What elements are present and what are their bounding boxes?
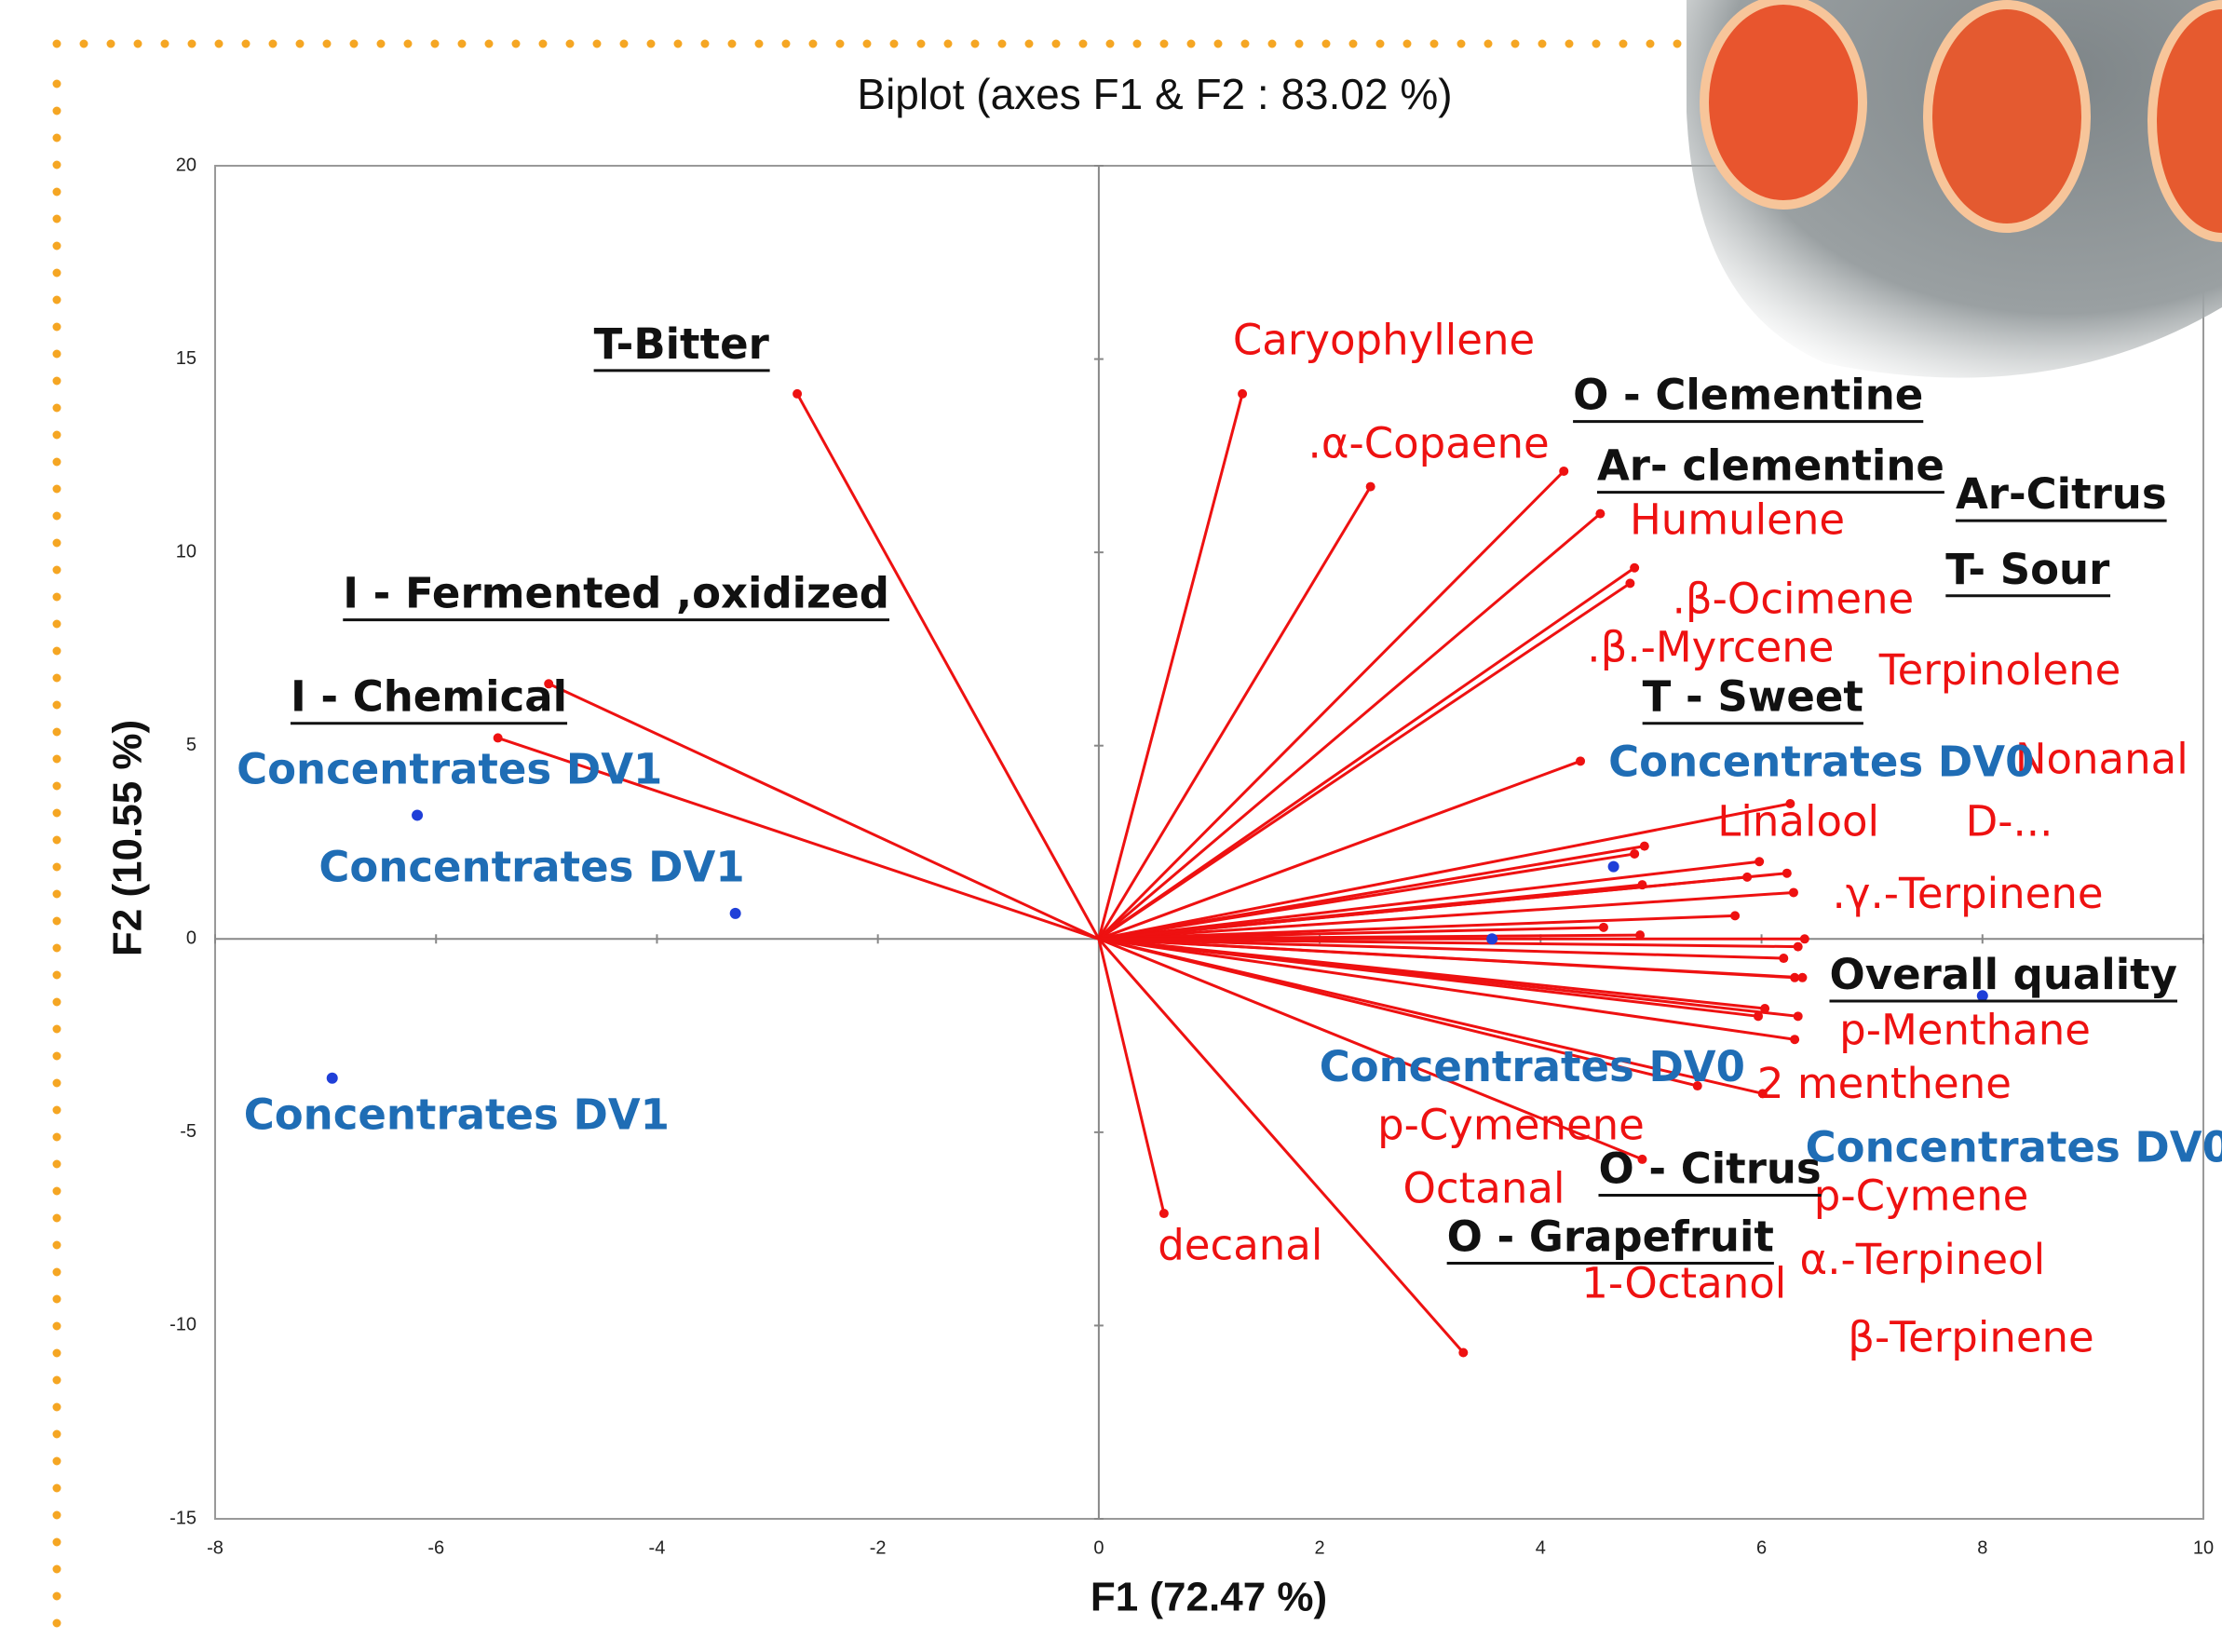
y-tick-label: 0 [186,928,196,949]
volatile-label: α.-Terpineol [1800,1235,2046,1284]
x-tick-label: 2 [1315,1537,1325,1558]
x-tick-label: -8 [207,1537,224,1558]
vector-tip [1630,849,1639,859]
vector-tip [1797,973,1807,982]
volatile-label: Nonanal [2015,735,2188,784]
sensory-label: T- Sour [1945,545,2110,594]
vector-tip [1366,482,1375,492]
y-tick-label: 10 [176,541,196,562]
chart: -8 -6 -4 -2 0 2 4 6 8 10 20 15 10 5 0 -5 -10 -15 Biplot (… [0,0,2222,1647]
volatile-label: Octanal [1402,1164,1565,1213]
observation-label: Concentrates DV0 [1608,738,2034,787]
observation-label: Concentrates DV1 [237,744,662,793]
volatile-label: .β-Ocimene [1673,575,1915,624]
y-tick-label: 20 [176,155,196,175]
volatile-label: 1-Octanol [1581,1259,1786,1308]
loading-vector [549,684,1099,939]
loading-vector [1099,568,1634,940]
sensory-label: O - Grapefruit [1447,1212,1774,1261]
x-tick-label: -2 [870,1537,887,1558]
volatile-label: β-Terpinene [1848,1313,2093,1362]
vector-tip [793,389,802,399]
loading-vector [1099,514,1600,940]
loading-vector [1099,487,1371,940]
vector-tip [1755,857,1764,866]
y-tick-label: 15 [176,348,196,369]
y-axis-title: F2 (10.55 %) [105,720,151,956]
volatile-label: .α-Copaene [1308,418,1550,467]
observation-point [412,809,423,820]
vector-tip [1779,954,1788,963]
y-tick-label: -5 [180,1121,196,1142]
vector-tip [1576,756,1585,765]
vector-tip [1599,923,1608,932]
x-tick-label: 0 [1093,1537,1104,1558]
vector-tip [1800,934,1809,943]
vector-tip [1625,578,1634,588]
y-tick-label: -15 [169,1508,196,1528]
volatile-label: p-Menthane [1839,1005,2091,1054]
observation-label: Concentrates DV0 [1806,1123,2222,1172]
vector-tip [494,733,503,742]
photo [1687,0,2222,378]
x-tick-label: -4 [649,1537,666,1558]
x-tick-label: 4 [1536,1537,1546,1558]
vector-tip [1458,1347,1468,1357]
vector-tip [1559,467,1568,476]
vector-tip [1238,389,1247,399]
sensory-label: Ar- clementine [1597,441,1944,491]
observation-point [327,1073,338,1084]
volatile-label: decanal [1158,1221,1322,1270]
volatile-label: D-... [1966,797,2053,846]
volatile-label: Caryophyllene [1233,315,1535,364]
sensory-label: I - Chemical [291,672,567,722]
observation-point [730,908,741,919]
vector-tip [1760,1004,1769,1013]
observation-label: Concentrates DV1 [318,842,744,891]
sensory-label: O - Clementine [1573,371,1923,420]
vector-tip [1782,869,1792,878]
vector-tip [1595,509,1605,519]
volatile-label: .γ.-Terpinene [1833,869,2104,918]
vector-tip [1790,1035,1799,1044]
volatile-label: Terpinolene [1878,645,2121,695]
x-axis-title: F1 (72.47 %) [1091,1575,1327,1620]
volatile-label: Humulene [1630,495,1845,545]
observation-label: Concentrates DV0 [1320,1042,1745,1091]
volatile-label: p-Cymenene [1377,1100,1645,1149]
x-tick-label: 8 [1977,1537,1987,1558]
vector-tip [1630,563,1639,573]
chart-title: Biplot (axes F1 & F2 : 83.02 %) [857,70,1452,118]
sensory-label: T - Sweet [1643,672,1863,722]
observation-point [1486,933,1497,944]
volatile-label: 2 menthene [1757,1059,2012,1108]
vector-tip [1789,887,1798,897]
x-tick-label: 10 [2193,1537,2214,1558]
volatile-label: p-Cymene [1814,1171,2029,1220]
y-tick-label: 5 [186,735,196,755]
observation-label: Concentrates DV1 [244,1090,670,1140]
sensory-label: Overall quality [1830,950,2178,999]
page: {"chart_data": { "type": "biplot", "titl… [0,0,2222,1647]
sensory-label: I - Fermented ,oxidized [343,569,889,618]
volatile-label: .β.-Myrcene [1587,622,1834,671]
vector-tip [1794,942,1803,952]
sensory-label: T-Bitter [594,319,770,369]
loading-vector [1099,471,1564,939]
sensory-label: Ar-Citrus [1956,469,2167,519]
observation-point [1608,861,1619,873]
x-tick-label: -6 [427,1537,444,1558]
vector-tip [1730,911,1740,920]
decor-border [57,44,1704,1647]
x-tick-label: 6 [1756,1537,1767,1558]
vector-tip [1159,1209,1169,1218]
vector-tip [1640,842,1649,851]
y-tick-label: -10 [169,1315,196,1335]
volatile-label: Linalool [1717,797,1879,846]
sensory-label: O - Citrus [1598,1144,1821,1193]
vector-tip [1794,1011,1803,1021]
loading-vector [1099,939,1164,1213]
loading-vector [797,394,1099,939]
